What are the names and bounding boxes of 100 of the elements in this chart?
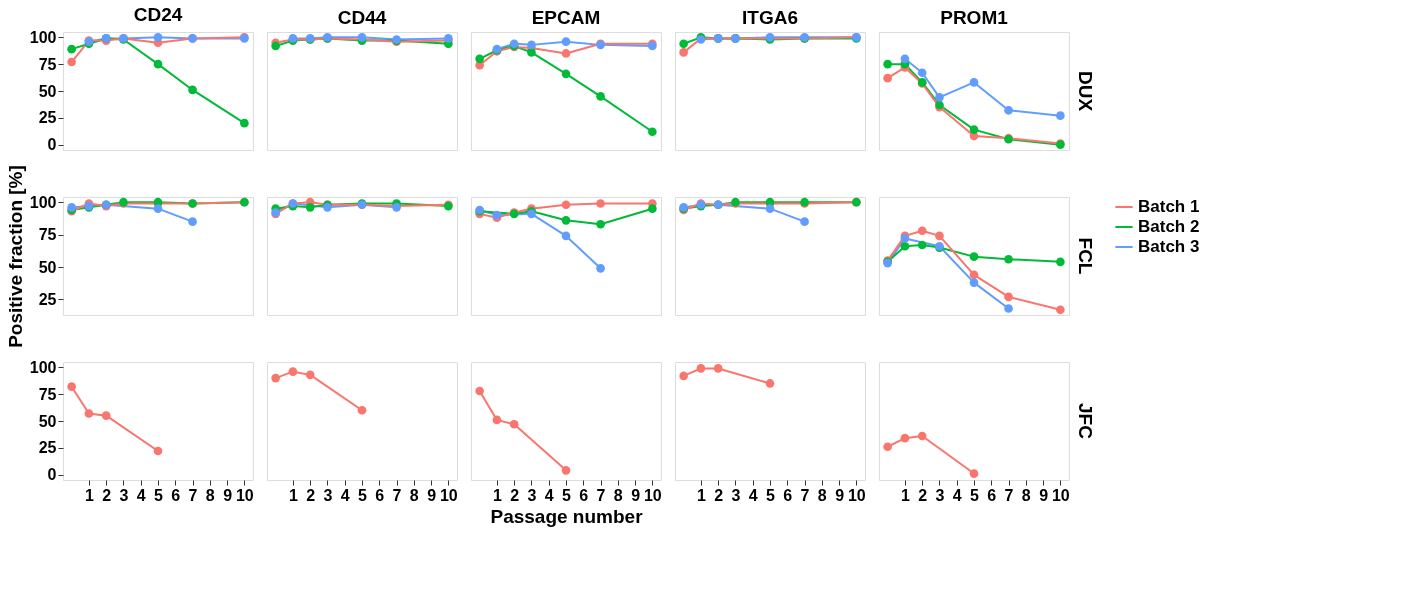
legend-label: Batch 2	[1138, 217, 1200, 236]
point	[679, 48, 688, 57]
x-tick-label: 8	[817, 486, 827, 504]
point	[900, 433, 910, 443]
point	[969, 469, 979, 478]
point	[84, 409, 94, 418]
point	[357, 405, 367, 415]
point	[917, 68, 927, 78]
point	[883, 59, 892, 69]
x-tick-label: 3	[935, 486, 945, 504]
x-tick-label: 10	[439, 486, 458, 504]
y-tick-label: 25	[38, 290, 57, 308]
x-tick-label: 8	[613, 486, 623, 504]
point	[935, 93, 944, 102]
x-tick-label: 10	[1051, 486, 1070, 504]
point	[596, 199, 605, 208]
point	[596, 264, 605, 273]
x-tick-label: 6	[579, 486, 589, 504]
point	[101, 411, 111, 420]
point	[240, 118, 249, 128]
x-tick-label: 5	[970, 486, 980, 504]
x-tick-label: 5	[562, 486, 572, 504]
point	[475, 386, 484, 396]
y-tick-label: 0	[47, 136, 57, 154]
x-tick-label: 5	[358, 486, 368, 504]
point	[1004, 105, 1013, 115]
point	[67, 44, 76, 54]
y-tick-label: 100	[29, 28, 57, 46]
point	[1004, 304, 1013, 313]
point	[1056, 111, 1065, 120]
x-tick-label: 9	[1039, 486, 1049, 504]
chart-title: EPCAM	[531, 7, 601, 28]
point	[765, 204, 775, 213]
x-tick-label: 4	[952, 486, 962, 504]
point	[305, 203, 315, 212]
point	[561, 49, 571, 58]
y-tick-label: 25	[38, 109, 57, 127]
chart-title: ITGA6	[742, 7, 798, 28]
point	[561, 216, 571, 225]
x-axis-title: Passage number	[490, 505, 644, 527]
point	[679, 39, 688, 49]
x-tick-label: 9	[427, 486, 437, 504]
x-tick-label: 7	[800, 486, 810, 504]
x-tick-label: 2	[510, 486, 520, 504]
y-tick-label: 25	[38, 439, 57, 457]
point	[648, 204, 657, 213]
x-tick-label: 6	[375, 486, 385, 504]
chart-title: CD44	[337, 7, 387, 28]
point	[969, 270, 979, 280]
point	[509, 419, 519, 429]
point	[883, 442, 892, 452]
point	[969, 252, 979, 261]
x-tick-label: 10	[643, 486, 662, 504]
y-tick-label: 75	[38, 226, 57, 244]
point	[561, 69, 571, 79]
x-tick-label: 6	[987, 486, 997, 504]
x-tick-label: 1	[900, 486, 910, 504]
point	[969, 125, 979, 134]
point	[900, 54, 910, 64]
point	[153, 204, 163, 213]
x-tick-label: 1	[288, 486, 298, 504]
y2-axis-title: FCL	[1075, 237, 1096, 275]
point	[67, 382, 76, 391]
y-tick-label: 75	[38, 55, 57, 73]
point	[188, 217, 197, 226]
y2-axis-title: DUX	[1075, 70, 1096, 112]
point	[67, 57, 76, 67]
chart-title: CD24	[133, 4, 183, 26]
point	[969, 278, 979, 287]
point	[271, 373, 280, 383]
y-tick-label: 0	[47, 466, 57, 484]
point	[917, 226, 927, 236]
x-tick-label: 7	[596, 486, 606, 504]
y-tick-label: 50	[38, 258, 57, 276]
y-axis-title: Positive fraction [%]	[4, 165, 26, 348]
point	[1056, 257, 1065, 267]
x-tick-label: 3	[731, 486, 741, 504]
x-tick-label: 2	[918, 486, 928, 504]
point	[883, 73, 892, 83]
point	[917, 431, 927, 441]
x-tick-label: 4	[748, 486, 758, 504]
x-tick-label: 9	[631, 486, 641, 504]
point	[800, 217, 809, 226]
x-tick-label: 8	[409, 486, 419, 504]
point	[475, 54, 484, 64]
x-tick-label: 4	[136, 486, 146, 504]
x-tick-label: 4	[544, 486, 554, 504]
x-tick-label: 7	[1004, 486, 1014, 504]
point	[935, 231, 944, 241]
chart-title: PROM1	[940, 7, 1009, 28]
point	[900, 241, 910, 251]
y-tick-label: 100	[29, 193, 57, 211]
point	[969, 78, 979, 87]
point	[1056, 305, 1065, 315]
x-tick-label: 8	[205, 486, 215, 504]
x-tick-label: 1	[84, 486, 94, 504]
y-tick-label: 75	[38, 385, 57, 403]
point	[917, 240, 927, 250]
point	[305, 370, 315, 380]
point	[648, 127, 657, 137]
